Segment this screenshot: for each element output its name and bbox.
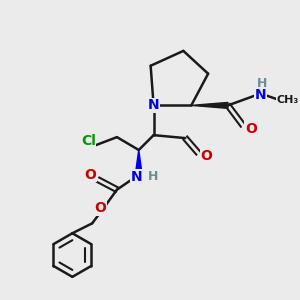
Text: O: O <box>94 202 106 215</box>
Polygon shape <box>191 102 228 108</box>
Polygon shape <box>135 150 142 175</box>
Text: N: N <box>148 98 159 112</box>
Text: Cl: Cl <box>81 134 96 148</box>
Text: CH₃: CH₃ <box>276 95 298 105</box>
Text: O: O <box>200 149 212 163</box>
Text: O: O <box>245 122 257 136</box>
Text: H: H <box>256 77 267 90</box>
Text: O: O <box>84 168 96 182</box>
Text: N: N <box>131 170 142 184</box>
Text: N: N <box>255 88 266 103</box>
Text: H: H <box>147 170 158 183</box>
